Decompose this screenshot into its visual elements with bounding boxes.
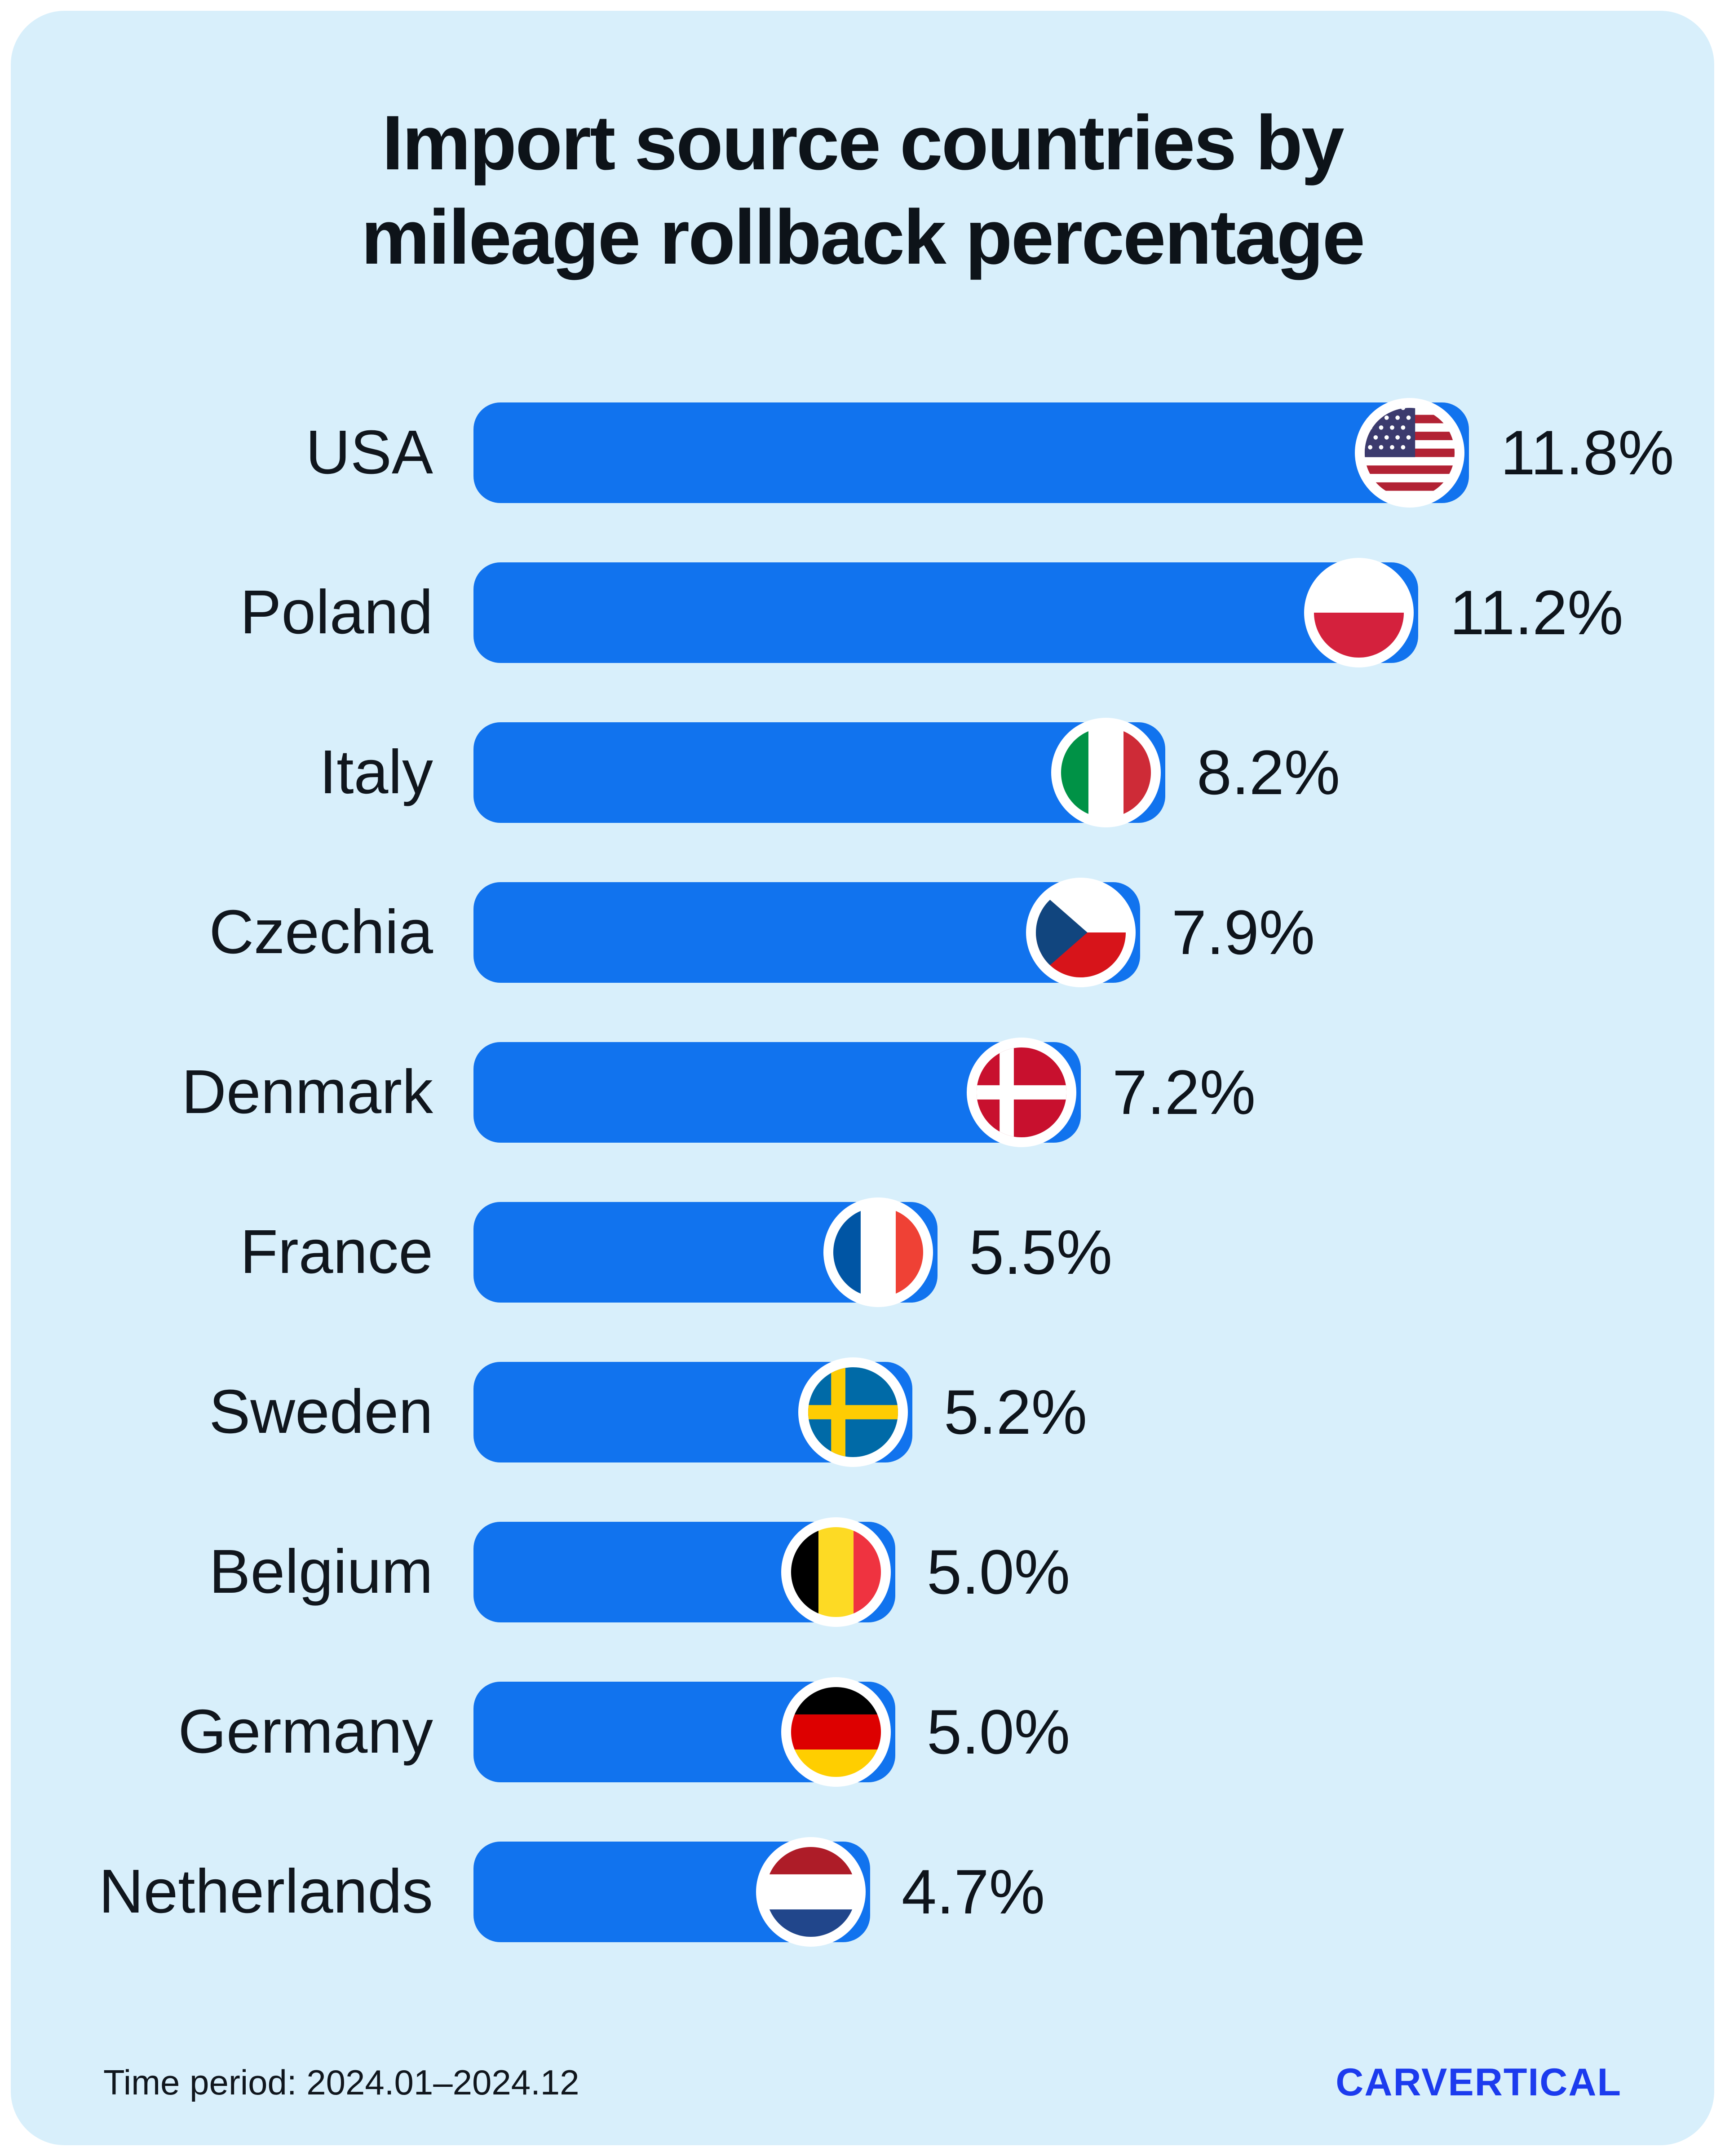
bar-germany: [473, 1677, 895, 1787]
country-label: USA: [305, 418, 433, 487]
value-label: 7.9%: [1172, 897, 1315, 968]
bar-track: 11.2%: [473, 557, 1714, 667]
country-label: Czechia: [209, 897, 433, 967]
footer: Time period: 2024.01–2024.12 CARVERTICAL: [103, 2060, 1622, 2105]
bar-track: 5.0%: [473, 1677, 1714, 1787]
bar-track: 11.8%: [473, 398, 1714, 508]
bar-usa: [473, 398, 1469, 508]
country-label: France: [240, 1217, 433, 1287]
bar-france: [473, 1197, 938, 1307]
bar-track: 5.5%: [473, 1197, 1714, 1307]
value-label: 4.7%: [902, 1856, 1045, 1927]
france-flag-icon: [823, 1197, 933, 1307]
country-label: Poland: [240, 578, 433, 647]
bar-track: 7.2%: [473, 1037, 1714, 1147]
chart-row: USA 11.8%: [11, 398, 1714, 508]
value-label: 5.5%: [969, 1216, 1113, 1287]
chart-title: Import source countries by mileage rollb…: [11, 96, 1714, 285]
bar-czechia: [473, 877, 1140, 987]
chart-rows: USA 11.8% Poland 11.2% Italy 8.2% Czechia 7.9% D…: [11, 398, 1714, 1947]
value-label: 5.2%: [944, 1376, 1088, 1447]
poland-flag-icon: [1304, 557, 1414, 667]
chart-row: Belgium 5.0%: [11, 1517, 1714, 1627]
country-label: Italy: [319, 738, 433, 807]
bar-track: 4.7%: [473, 1837, 1714, 1947]
usa-flag-icon: [1355, 398, 1464, 508]
infographic-card: Import source countries by mileage rollb…: [11, 11, 1714, 2145]
value-label: 11.2%: [1450, 577, 1623, 648]
bar-belgium: [473, 1517, 895, 1627]
country-label: Denmark: [181, 1057, 433, 1127]
bar-poland: [473, 557, 1418, 667]
chart-title-line2: mileage rollback percentage: [361, 194, 1365, 280]
value-label: 5.0%: [927, 1696, 1070, 1767]
chart-row: Czechia 7.9%: [11, 877, 1714, 987]
bar-sweden: [473, 1357, 912, 1467]
sweden-flag-icon: [798, 1357, 908, 1467]
country-label: Belgium: [209, 1537, 433, 1607]
bar-track: 8.2%: [473, 717, 1714, 827]
germany-flag-icon: [781, 1677, 891, 1787]
country-label: Germany: [178, 1697, 433, 1767]
chart-row: Netherlands 4.7%: [11, 1837, 1714, 1947]
bar-track: 5.0%: [473, 1517, 1714, 1627]
chart-row: France 5.5%: [11, 1197, 1714, 1307]
denmark-flag-icon: [967, 1037, 1076, 1147]
netherlands-flag-icon: [756, 1837, 866, 1947]
bar-italy: [473, 717, 1165, 827]
value-label: 5.0%: [927, 1536, 1070, 1607]
bar-netherlands: [473, 1837, 870, 1947]
bar-track: 7.9%: [473, 877, 1714, 987]
chart-row: Denmark 7.2%: [11, 1037, 1714, 1147]
chart-row: Italy 8.2%: [11, 717, 1714, 827]
value-label: 7.2%: [1112, 1056, 1256, 1127]
country-label: Sweden: [209, 1377, 433, 1447]
value-label: 11.8%: [1500, 417, 1674, 488]
italy-flag-icon: [1051, 717, 1161, 827]
chart-row: Germany 5.0%: [11, 1677, 1714, 1787]
czechia-flag-icon: [1026, 877, 1136, 987]
value-label: 8.2%: [1197, 737, 1340, 808]
chart-title-line1: Import source countries by: [382, 100, 1344, 186]
time-period-label: Time period: 2024.01–2024.12: [103, 2063, 579, 2102]
bar-track: 5.2%: [473, 1357, 1714, 1467]
country-label: Netherlands: [98, 1857, 433, 1926]
chart-row: Poland 11.2%: [11, 557, 1714, 667]
belgium-flag-icon: [781, 1517, 891, 1627]
bar-denmark: [473, 1037, 1081, 1147]
carvertical-logo: CARVERTICAL: [1336, 2061, 1622, 2104]
chart-row: Sweden 5.2%: [11, 1357, 1714, 1467]
